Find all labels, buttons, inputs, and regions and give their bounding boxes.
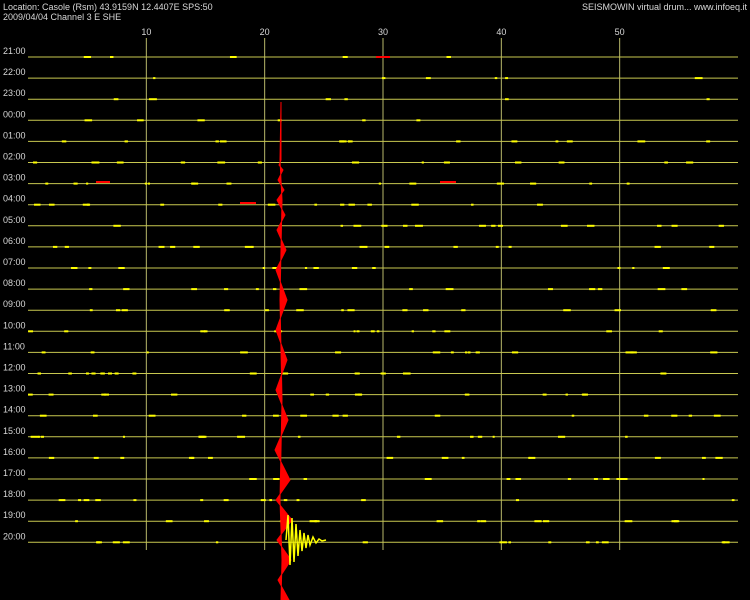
hour-label: 20:00 <box>3 531 26 541</box>
hour-label: 04:00 <box>3 194 26 204</box>
date-channel-text: 2009/04/04 Channel 3 E SHE <box>3 12 121 22</box>
hour-label: 16:00 <box>3 447 26 457</box>
noise <box>28 56 735 544</box>
minute-label: 30 <box>378 27 388 37</box>
minute-label: 40 <box>496 27 506 37</box>
hour-label: 21:00 <box>3 46 26 56</box>
hour-label: 09:00 <box>3 299 26 309</box>
hour-label: 06:00 <box>3 236 26 246</box>
hour-label: 07:00 <box>3 257 26 267</box>
seismic-trace <box>274 101 293 600</box>
hour-label: 03:00 <box>3 173 26 183</box>
hour-label: 01:00 <box>3 130 26 140</box>
minute-label: 20 <box>260 27 270 37</box>
hour-label: 10:00 <box>3 320 26 330</box>
hour-label: 19:00 <box>3 510 26 520</box>
hour-label: 12:00 <box>3 363 26 373</box>
grid: 10 20 30 40 50 21:00 22:00 23:00 00:00 01:00 02:00… <box>3 27 738 550</box>
hour-label: 18:00 <box>3 489 26 499</box>
hour-label: 15:00 <box>3 426 26 436</box>
hour-label: 00:00 <box>3 109 26 119</box>
hour-label: 17:00 <box>3 468 26 478</box>
hour-label: 22:00 <box>3 67 26 77</box>
hour-label: 08:00 <box>3 278 26 288</box>
hour-label: 05:00 <box>3 215 26 225</box>
credit-text: SEISMOWIN virtual drum... www.infoeq.it <box>582 2 748 12</box>
hour-label: 13:00 <box>3 384 26 394</box>
hour-label: 14:00 <box>3 405 26 415</box>
hour-label: 23:00 <box>3 88 26 98</box>
hour-label: 02:00 <box>3 152 26 162</box>
minute-label: 10 <box>141 27 151 37</box>
seismic-coda <box>285 514 327 566</box>
minute-label: 50 <box>615 27 625 37</box>
location-text: Location: Casole (Rsm) 43.9159N 12.4407E… <box>3 2 213 12</box>
hour-label: 11:00 <box>3 341 25 351</box>
